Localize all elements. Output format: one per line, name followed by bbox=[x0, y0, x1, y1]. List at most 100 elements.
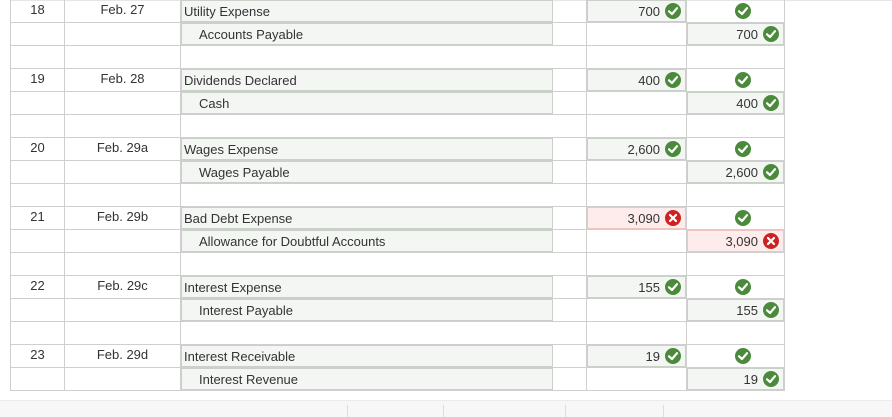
journal-row: Accounts Payable 700 bbox=[10, 23, 785, 46]
journal-row: 20 Feb. 29a Wages Expense 2,600 bbox=[10, 138, 785, 161]
credit-account-field[interactable]: Interest Revenue bbox=[181, 368, 553, 390]
credit-account-field[interactable]: Interest Payable bbox=[181, 299, 553, 321]
entry-number: 22 bbox=[10, 276, 64, 299]
footer-divider bbox=[347, 405, 348, 417]
blank-cell bbox=[64, 253, 180, 276]
blank-cell bbox=[180, 115, 586, 138]
check-icon bbox=[665, 348, 681, 364]
credit-account-field[interactable]: Allowance for Doubtful Accounts bbox=[181, 230, 553, 252]
credit-account-label: Allowance for Doubtful Accounts bbox=[199, 234, 386, 249]
journal-row: Wages Payable 2,600 bbox=[10, 161, 785, 184]
credit-amount: 3,090 bbox=[725, 234, 758, 249]
entry-number-blank bbox=[10, 161, 64, 184]
entry-date: Feb. 28 bbox=[64, 69, 180, 92]
debit-amount-field[interactable]: 400 bbox=[587, 69, 686, 91]
debit-amount-field[interactable]: 155 bbox=[587, 276, 686, 298]
check-icon bbox=[665, 72, 681, 88]
blank-cell bbox=[10, 115, 64, 138]
credit-amount-field[interactable]: 155 bbox=[687, 299, 784, 321]
debit-account-field[interactable]: Bad Debt Expense bbox=[181, 207, 553, 229]
credit-amount-field[interactable]: 3,090 bbox=[687, 230, 784, 252]
account-cell: Cash bbox=[180, 92, 751, 115]
blank-cell bbox=[686, 253, 785, 276]
debit-cell bbox=[586, 230, 686, 253]
entry-date-blank bbox=[64, 23, 180, 46]
debit-cell: 155 bbox=[586, 276, 686, 299]
blank-cell bbox=[10, 184, 64, 207]
check-icon bbox=[735, 72, 751, 88]
debit-account-field[interactable]: Interest Receivable bbox=[181, 345, 553, 367]
entry-date: Feb. 29b bbox=[64, 207, 180, 230]
credit-cell bbox=[686, 0, 785, 23]
blank-cell bbox=[586, 322, 686, 345]
credit-account-field[interactable]: Cash bbox=[181, 92, 553, 114]
debit-account-label: Bad Debt Expense bbox=[184, 211, 293, 226]
blank-cell bbox=[64, 322, 180, 345]
check-icon bbox=[665, 141, 681, 157]
debit-amount-field[interactable]: 3,090 bbox=[587, 207, 686, 229]
debit-cell: 700 bbox=[586, 0, 686, 23]
credit-amount: 155 bbox=[736, 303, 758, 318]
entry-date-blank bbox=[64, 230, 180, 253]
account-cell: Interest Revenue bbox=[180, 368, 751, 391]
debit-amount-field[interactable]: 2,600 bbox=[587, 138, 686, 160]
blank-cell bbox=[686, 46, 785, 69]
account-cell: Wages Payable bbox=[180, 161, 751, 184]
check-icon bbox=[763, 371, 779, 387]
debit-account-field[interactable]: Dividends Declared bbox=[181, 69, 553, 91]
credit-amount-field[interactable]: 19 bbox=[687, 368, 784, 390]
journal-row: Cash 400 bbox=[10, 92, 785, 115]
check-icon bbox=[763, 95, 779, 111]
check-icon bbox=[735, 279, 751, 295]
credit-cell: 400 bbox=[686, 92, 785, 115]
entry-date: Feb. 29a bbox=[64, 138, 180, 161]
blank-cell bbox=[180, 184, 586, 207]
account-cell: Interest Payable bbox=[180, 299, 751, 322]
entry-date-blank bbox=[64, 368, 180, 391]
check-icon bbox=[735, 210, 751, 226]
credit-cell bbox=[686, 138, 785, 161]
entry-date-blank bbox=[64, 92, 180, 115]
blank-cell bbox=[64, 115, 180, 138]
journal-row: Interest Payable 155 bbox=[10, 299, 785, 322]
account-cell: Accounts Payable bbox=[180, 23, 751, 46]
footer-bar bbox=[0, 400, 892, 417]
entry-date: Feb. 29c bbox=[64, 276, 180, 299]
account-cell: Allowance for Doubtful Accounts bbox=[180, 230, 751, 253]
blank-cell bbox=[64, 46, 180, 69]
debit-cell bbox=[586, 23, 686, 46]
debit-amount-field[interactable]: 700 bbox=[587, 0, 686, 22]
entry-date-blank bbox=[64, 161, 180, 184]
entry-number-blank bbox=[10, 92, 64, 115]
blank-cell bbox=[586, 46, 686, 69]
credit-amount-field[interactable]: 2,600 bbox=[687, 161, 784, 183]
debit-amount-field[interactable]: 19 bbox=[587, 345, 686, 367]
entry-number-blank bbox=[10, 230, 64, 253]
credit-account-label: Interest Revenue bbox=[199, 372, 299, 387]
entry-number: 18 bbox=[10, 0, 64, 23]
credit-amount-field[interactable]: 700 bbox=[687, 23, 784, 45]
debit-account-field[interactable]: Wages Expense bbox=[181, 138, 553, 160]
credit-cell bbox=[686, 276, 785, 299]
journal-entries-table: 18 Feb. 27 Utility Expense 700 Accounts Paya… bbox=[10, 0, 785, 392]
entry-number-blank bbox=[10, 299, 64, 322]
credit-account-field[interactable]: Wages Payable bbox=[181, 161, 553, 183]
journal-row: Allowance for Doubtful Accounts 3,090 bbox=[10, 230, 785, 253]
credit-cell bbox=[686, 345, 785, 368]
entry-number: 19 bbox=[10, 69, 64, 92]
footer-divider bbox=[443, 405, 444, 417]
credit-cell: 2,600 bbox=[686, 161, 785, 184]
blank-cell bbox=[686, 322, 785, 345]
debit-account-field[interactable]: Utility Expense bbox=[181, 0, 553, 22]
debit-amount: 2,600 bbox=[627, 142, 660, 157]
check-icon bbox=[763, 302, 779, 318]
credit-amount-field[interactable]: 400 bbox=[687, 92, 784, 114]
debit-amount: 155 bbox=[638, 280, 660, 295]
debit-cell: 400 bbox=[586, 69, 686, 92]
entry-date: Feb. 27 bbox=[64, 0, 180, 23]
x-icon bbox=[665, 210, 681, 226]
credit-account-field[interactable]: Accounts Payable bbox=[181, 23, 553, 45]
debit-amount: 700 bbox=[638, 4, 660, 19]
debit-cell bbox=[586, 92, 686, 115]
debit-account-field[interactable]: Interest Expense bbox=[181, 276, 553, 298]
